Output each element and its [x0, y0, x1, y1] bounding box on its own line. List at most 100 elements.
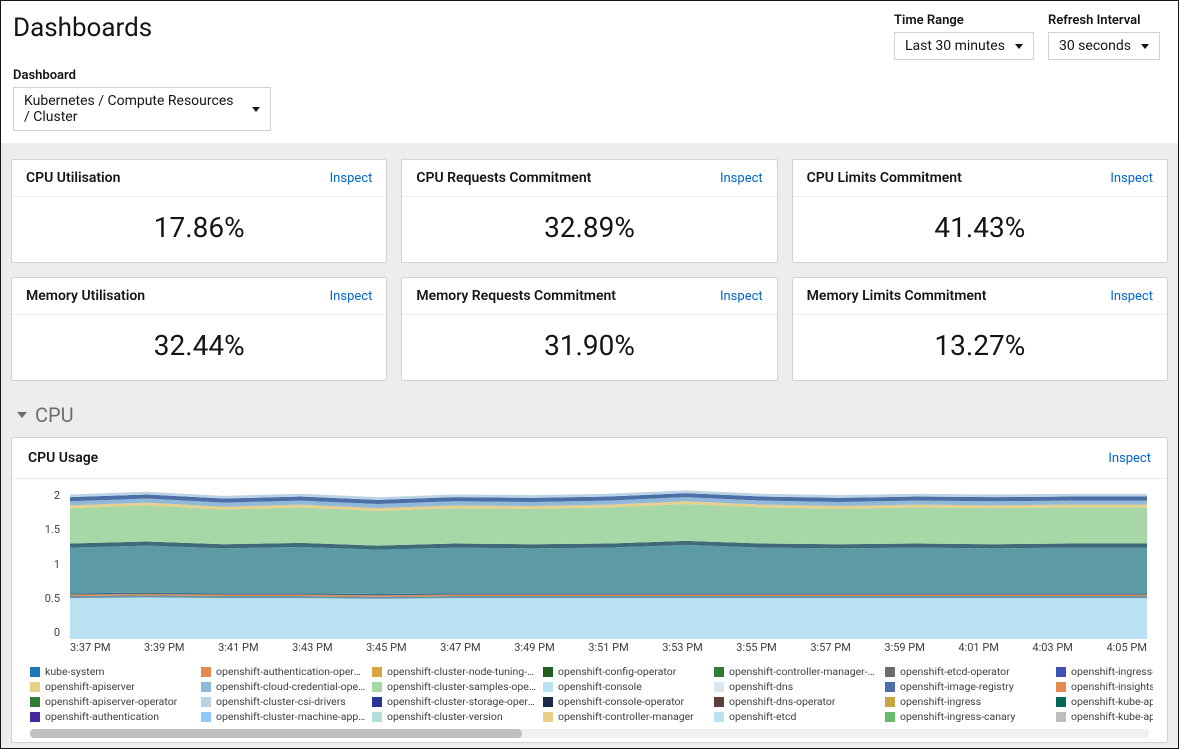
- legend-label: openshift-controller-manager: [558, 710, 694, 723]
- legend-item[interactable]: openshift-controller-manager: [543, 710, 708, 723]
- legend-swatch: [543, 667, 553, 677]
- inspect-link[interactable]: Inspect: [330, 289, 373, 304]
- y-tick: 1.5: [45, 523, 60, 536]
- caret-down-icon: [1015, 44, 1023, 49]
- legend-swatch: [714, 667, 724, 677]
- legend-swatch: [1056, 682, 1066, 692]
- legend-scrollbar[interactable]: [30, 729, 1149, 738]
- legend-item[interactable]: openshift-cluster-storage-operator: [372, 695, 537, 708]
- x-tick: 3:45 PM: [366, 641, 406, 657]
- legend-item[interactable]: openshift-cluster-machine-approver: [201, 710, 366, 723]
- legend-label: openshift-ingress: [900, 695, 981, 708]
- legend-wrap: kube-system openshift-authentication-oper…: [26, 665, 1153, 738]
- metric-head: CPU UtilisationInspect: [12, 160, 386, 197]
- chevron-down-icon: [17, 412, 27, 418]
- legend-label: openshift-authentication: [45, 710, 159, 723]
- caret-down-icon: [1141, 44, 1149, 49]
- chart-plot: 21.510.50 3:37 PM3:39 PM3:41 PM3:43 PM3:…: [26, 489, 1153, 657]
- chart-body: 21.510.50 3:37 PM3:39 PM3:41 PM3:43 PM3:…: [12, 479, 1167, 742]
- legend-item[interactable]: openshift-cloud-credential-operator: [201, 680, 366, 693]
- legend-item[interactable]: openshift-insights: [1056, 680, 1153, 693]
- x-tick: 3:55 PM: [736, 641, 776, 657]
- legend-swatch: [1056, 697, 1066, 707]
- legend-item[interactable]: openshift-ingress-canary: [885, 710, 1050, 723]
- metric-value: 31.90%: [402, 315, 776, 380]
- metric-card: CPU Limits Commitment Inspect 41.43%: [792, 159, 1168, 263]
- legend-label: openshift-dns-operator: [729, 695, 835, 708]
- y-tick: 1: [54, 558, 60, 571]
- legend-item[interactable]: openshift-ingress: [885, 695, 1050, 708]
- legend-swatch: [201, 667, 211, 677]
- legend-item[interactable]: openshift-dns-operator: [714, 695, 879, 708]
- legend-label: openshift-ingress-operator: [1071, 665, 1153, 678]
- legend-item[interactable]: openshift-config-operator: [543, 665, 708, 678]
- legend-swatch: [543, 712, 553, 722]
- legend-label: openshift-etcd-operator: [900, 665, 1010, 678]
- metric-title: CPU Limits Commitment: [807, 170, 962, 186]
- metric-head: CPU Limits Commitment Inspect: [793, 160, 1167, 197]
- x-tick: 3:47 PM: [440, 641, 480, 657]
- area-layer: [70, 504, 1147, 546]
- legend-item[interactable]: openshift-ingress-operator: [1056, 665, 1153, 678]
- legend-label: openshift-config-operator: [558, 665, 676, 678]
- section-toggle-cpu[interactable]: CPU: [11, 401, 1168, 437]
- legend-item[interactable]: openshift-cluster-csi-drivers: [201, 695, 366, 708]
- legend-label: openshift-ingress-canary: [900, 710, 1015, 723]
- legend-label: openshift-console: [558, 680, 642, 693]
- legend-item[interactable]: openshift-image-registry: [885, 680, 1050, 693]
- metric-card: CPU UtilisationInspect17.86%: [11, 159, 387, 263]
- legend-item[interactable]: openshift-etcd-operator: [885, 665, 1050, 678]
- chart-header: CPU Usage Inspect: [12, 438, 1167, 479]
- legend-item[interactable]: openshift-kube-apiserver: [1056, 695, 1153, 708]
- legend-item[interactable]: openshift-authentication-operator: [201, 665, 366, 678]
- legend-item[interactable]: openshift-console-operator: [543, 695, 708, 708]
- inspect-link[interactable]: Inspect: [1108, 451, 1151, 466]
- legend-item[interactable]: openshift-etcd: [714, 710, 879, 723]
- legend-label: openshift-insights: [1071, 680, 1153, 693]
- legend-item[interactable]: openshift-controller-manager-operator: [714, 665, 879, 678]
- refresh-interval-dropdown[interactable]: 30 seconds: [1048, 32, 1160, 60]
- legend-item[interactable]: openshift-cluster-node-tuning-operator: [372, 665, 537, 678]
- legend-label: openshift-console-operator: [558, 695, 684, 708]
- legend-label: openshift-kube-apiserver: [1071, 710, 1153, 723]
- metric-title: Memory Limits Commitment: [807, 288, 987, 304]
- time-range-dropdown[interactable]: Last 30 minutes: [894, 32, 1034, 60]
- header-row: Dashboards Time Range Last 30 minutes Re…: [1, 1, 1178, 60]
- refresh-interval-label: Refresh Interval: [1048, 13, 1160, 28]
- legend-item[interactable]: openshift-kube-apiserver: [1056, 710, 1153, 723]
- area-layer: [70, 545, 1147, 594]
- scrollbar-thumb[interactable]: [30, 729, 522, 738]
- legend-item[interactable]: openshift-cluster-version: [372, 710, 537, 723]
- inspect-link[interactable]: Inspect: [720, 289, 763, 304]
- metric-value: 41.43%: [793, 197, 1167, 262]
- y-tick: 0: [54, 626, 60, 639]
- inspect-link[interactable]: Inspect: [330, 171, 373, 186]
- inspect-link[interactable]: Inspect: [1110, 171, 1153, 186]
- inspect-link[interactable]: Inspect: [1110, 289, 1153, 304]
- legend-label: openshift-dns: [729, 680, 793, 693]
- dashboard-selector-value: Kubernetes / Compute Resources / Cluster: [24, 93, 242, 125]
- legend-swatch: [201, 682, 211, 692]
- metric-head: CPU Requests CommitmentInspect: [402, 160, 776, 197]
- legend-swatch: [201, 712, 211, 722]
- legend-swatch: [372, 667, 382, 677]
- time-range-group: Time Range Last 30 minutes: [894, 13, 1034, 60]
- legend-item[interactable]: openshift-authentication: [30, 710, 195, 723]
- metric-card: Memory Limits CommitmentInspect13.27%: [792, 277, 1168, 381]
- legend-label: openshift-cluster-node-tuning-operator: [387, 665, 537, 678]
- cpu-usage-card: CPU Usage Inspect 21.510.50 3:37 PM3:39 …: [11, 437, 1168, 743]
- legend-item[interactable]: openshift-apiserver-operator: [30, 695, 195, 708]
- legend-item[interactable]: kube-system: [30, 665, 195, 678]
- metric-head: Memory UtilisationInspect: [12, 278, 386, 315]
- legend-item[interactable]: openshift-apiserver: [30, 680, 195, 693]
- legend-item[interactable]: openshift-console: [543, 680, 708, 693]
- top-controls: Time Range Last 30 minutes Refresh Inter…: [894, 13, 1160, 60]
- legend-swatch: [885, 667, 895, 677]
- x-tick: 3:39 PM: [144, 641, 184, 657]
- metric-title: Memory Requests Commitment: [416, 288, 616, 304]
- legend-item[interactable]: openshift-cluster-samples-operator: [372, 680, 537, 693]
- legend-swatch: [543, 682, 553, 692]
- dashboard-selector-dropdown[interactable]: Kubernetes / Compute Resources / Cluster: [13, 87, 271, 131]
- inspect-link[interactable]: Inspect: [720, 171, 763, 186]
- legend-item[interactable]: openshift-dns: [714, 680, 879, 693]
